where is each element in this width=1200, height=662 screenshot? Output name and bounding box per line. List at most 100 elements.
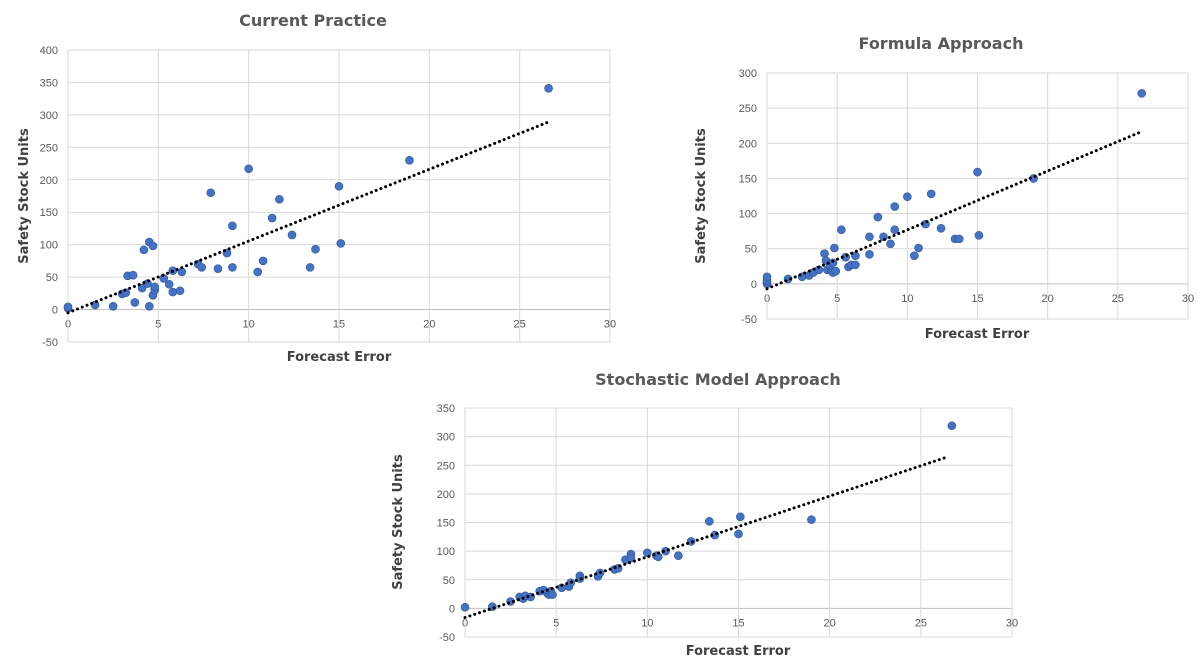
y-tick-label: 300 (739, 68, 757, 80)
y-tick-label: 0 (52, 305, 58, 317)
data-point (914, 243, 923, 253)
data-point (244, 164, 253, 174)
data-point (973, 167, 982, 177)
y-axis-label: Safety Stock Units (391, 454, 406, 590)
data-point (334, 181, 344, 191)
x-tick-label: 25 (514, 319, 526, 331)
y-tick-label: 0 (449, 603, 455, 615)
y-tick-label: 0 (751, 279, 757, 291)
y-tick-label: 350 (40, 77, 58, 89)
y-tick-label: 150 (739, 173, 757, 185)
data-point (175, 286, 185, 296)
data-point (936, 224, 946, 233)
x-tick-label: 15 (971, 293, 983, 305)
data-point (734, 529, 743, 539)
x-tick-label: 10 (243, 319, 255, 331)
data-point (258, 256, 268, 266)
data-point (890, 225, 900, 235)
data-point (287, 230, 297, 240)
data-point (1137, 89, 1146, 98)
y-axis-label: Safety Stock Units (694, 128, 709, 264)
x-tick-label: 10 (901, 293, 913, 305)
y-tick-label: 100 (739, 209, 757, 221)
x-axis-label: Forecast Error (686, 644, 791, 659)
chart-formula-approach: 300 250 200 150 100 50 0 -50 0 5 10 15 20 25 30 Formula… (690, 30, 1200, 350)
data-point (910, 251, 919, 261)
y-tick-label: -50 (439, 632, 455, 644)
data-point (311, 244, 320, 254)
data-point (108, 302, 118, 311)
x-tick-label: 20 (824, 617, 836, 629)
x-tick-label: 15 (333, 319, 345, 331)
data-point (544, 83, 553, 93)
x-tick-label: 5 (834, 293, 840, 305)
y-tick-label: 200 (40, 175, 58, 187)
y-tick-label: 50 (46, 272, 58, 284)
data-point (705, 517, 714, 526)
y-tick-label: 100 (437, 546, 455, 558)
data-point (831, 266, 841, 276)
data-point (130, 298, 140, 307)
data-point (128, 270, 138, 280)
x-tick-label: 10 (641, 617, 653, 629)
data-point (736, 512, 745, 522)
y-tick-label: 350 (437, 403, 455, 415)
x-tick-label: 20 (423, 319, 435, 331)
data-point (168, 287, 178, 297)
data-point (197, 263, 206, 272)
data-point (886, 239, 895, 249)
data-point (890, 202, 900, 211)
x-tick-label: 5 (155, 319, 161, 331)
data-point (865, 250, 874, 259)
data-point (873, 212, 883, 222)
data-point (974, 231, 984, 240)
trendline (463, 455, 950, 620)
y-tick-label: 250 (40, 142, 58, 154)
data-point (830, 243, 839, 253)
plot-area-border (67, 49, 611, 343)
data-point (865, 232, 874, 242)
data-point (148, 241, 158, 251)
data-point (926, 189, 936, 199)
y-tick-label: 300 (40, 110, 58, 122)
data-point (674, 551, 683, 561)
data-point (150, 282, 160, 292)
data-point (228, 263, 237, 272)
y-tick-label: -50 (42, 337, 58, 349)
data-point (903, 192, 912, 202)
x-tick-label: 25 (1112, 293, 1124, 305)
data-point (253, 267, 263, 277)
data-point (139, 245, 149, 255)
x-axis-label: Forecast Error (287, 350, 392, 365)
y-tick-label: 200 (739, 138, 757, 150)
y-tick-label: 300 (437, 432, 455, 444)
chart-title: Formula Approach (859, 34, 1024, 53)
y-axis-label: Safety Stock Units (17, 128, 32, 264)
data-point (837, 225, 846, 235)
y-tick-label: 250 (437, 460, 455, 472)
plot-area-border (766, 72, 1189, 320)
x-axis-label: Forecast Error (925, 327, 1030, 342)
data-point (460, 602, 470, 612)
trendline (765, 131, 1141, 291)
data-point (851, 260, 860, 270)
trendline (66, 121, 549, 315)
data-point (336, 239, 346, 248)
data-point (267, 213, 277, 223)
data-point (807, 515, 816, 524)
x-tick-label: 15 (732, 617, 744, 629)
chart-current-practice: 400 350 300 250 200 150 100 50 0 -50 0 5 10 15 20 25 30 C… (0, 0, 630, 370)
chart-title: Stochastic Model Approach (595, 370, 841, 389)
y-tick-label: 250 (739, 103, 757, 115)
x-tick-label: 25 (915, 617, 927, 629)
chart-title: Current Practice (239, 11, 387, 30)
data-point (164, 279, 174, 289)
chart-stochastic-model-approach: 350 300 250 200 150 100 50 0 -50 0 5 10 15 20 25 30 Stoc… (380, 362, 1030, 662)
data-point (275, 194, 284, 204)
y-tick-label: 400 (40, 45, 58, 57)
data-point (954, 234, 964, 244)
data-point (548, 590, 557, 599)
